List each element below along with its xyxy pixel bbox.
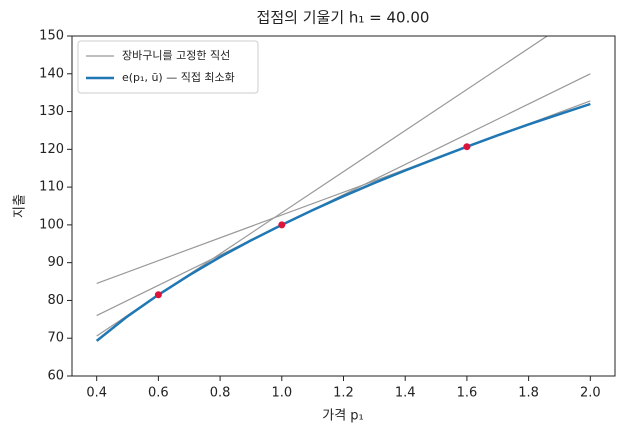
y-tick-label: 130 (39, 104, 64, 119)
y-tick-label: 70 (47, 331, 64, 346)
x-tick-label: 1.0 (271, 386, 292, 401)
chart-title: 접점의 기울기 h₁ = 40.00 (257, 9, 430, 27)
x-tick-label: 0.6 (148, 386, 169, 401)
tangent-line (96, 73, 591, 317)
legend-label: e(p₁, ū) — 직접 최소화 (122, 71, 235, 84)
point (154, 291, 162, 299)
y-tick-label: 120 (39, 142, 64, 157)
legend-box (77, 40, 259, 94)
y-tick-label: 80 (47, 293, 64, 308)
y-tick-label: 110 (39, 180, 64, 195)
series-line (95, 102, 591, 342)
legend-label: 장바구니를 고정한 직선 (122, 49, 230, 62)
y-tick-label: 100 (39, 217, 64, 232)
plot-area (95, 36, 591, 342)
y-tick-label: 90 (47, 255, 64, 270)
x-axis-label: 가격 p₁ (322, 409, 364, 424)
x-tick-label: 0.4 (86, 386, 107, 401)
y-tick-label: 60 (47, 369, 64, 384)
x-tick-label: 1.6 (457, 386, 478, 401)
x-tick-label: 1.2 (333, 386, 354, 401)
point (278, 221, 286, 229)
x-tick-label: 1.8 (518, 386, 539, 401)
x-tick-label: 0.8 (210, 386, 231, 401)
x-tick-label: 2.0 (580, 386, 601, 401)
point (463, 143, 471, 151)
y-tick-label: 150 (39, 29, 64, 44)
x-tick-label: 1.4 (395, 386, 416, 401)
y-tick-label: 140 (39, 66, 64, 81)
y-axis-label: 지출 (13, 194, 28, 218)
